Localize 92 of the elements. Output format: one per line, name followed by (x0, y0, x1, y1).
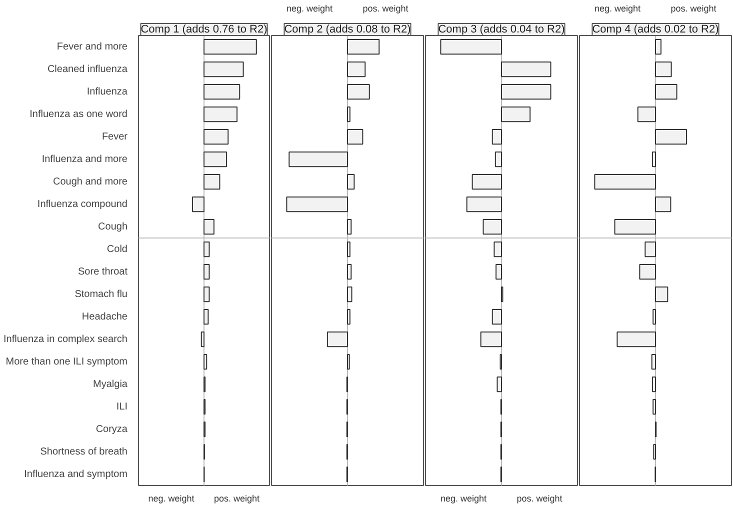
y-tick-label: Fever (102, 131, 128, 142)
bar (652, 151, 656, 168)
y-tick-label: Influenza and symptom (24, 468, 128, 480)
bar (204, 128, 229, 145)
y-tick-label: Fever and more (56, 41, 128, 52)
bar (480, 331, 502, 348)
y-tick-label: Stomach flu (74, 288, 128, 300)
bar (501, 106, 531, 122)
bar (494, 241, 502, 258)
chart-title: Comp 4 (adds 0.02 to R2) (592, 24, 719, 36)
bar (286, 196, 348, 212)
y-tick-label: Cough and more (53, 176, 128, 188)
bar (347, 106, 350, 122)
text: pos. weight (516, 494, 563, 504)
bar (200, 331, 204, 348)
bar (655, 128, 688, 145)
bar (616, 331, 656, 348)
y-tick-label: Headache (82, 311, 128, 322)
y-tick-label: More than one ILI symptom (6, 356, 128, 368)
bar (347, 264, 352, 280)
bar (204, 264, 210, 280)
y-tick-label: Influenza as one word (30, 108, 128, 120)
text: pos. weight (214, 494, 260, 504)
bar (204, 241, 210, 258)
y-tick-label: ILI (116, 401, 128, 412)
bar (347, 61, 366, 78)
bar (347, 84, 370, 100)
bar (347, 128, 364, 145)
bar (594, 174, 656, 190)
bar (496, 264, 502, 280)
bar (204, 174, 220, 190)
bar (655, 286, 668, 302)
bar (472, 174, 502, 190)
text: pos. weight (362, 4, 409, 14)
bar (204, 151, 228, 168)
bar (614, 218, 656, 235)
bar (204, 106, 238, 122)
bar (347, 241, 350, 258)
bar (204, 218, 214, 235)
text: neg. weight (594, 4, 642, 14)
bar (326, 331, 348, 348)
y-tick-label: Cough (98, 221, 128, 232)
y-tick-label: Influenza and more (42, 154, 128, 165)
bar (492, 128, 502, 145)
bar (637, 106, 656, 122)
bar (347, 308, 350, 325)
bar (204, 61, 244, 78)
text: neg. weight (440, 494, 488, 504)
y-tick-label: Cleaned influenza (47, 64, 128, 75)
y-tick-label: Coryza (96, 424, 128, 435)
chart-title: Comp 2 (adds 0.08 to R2) (284, 24, 411, 36)
bar (644, 241, 656, 258)
bar (466, 196, 502, 212)
bar (652, 398, 656, 415)
bar (347, 174, 355, 190)
bar (192, 196, 204, 212)
y-tick-label: Myalgia (93, 378, 128, 390)
y-tick-label: Shortness of breath (40, 446, 128, 458)
y-tick-label: Influenza in complex search (4, 334, 128, 345)
bar (655, 196, 672, 212)
bar (204, 38, 257, 55)
bar (496, 376, 502, 392)
y-tick-label: Influenza compound (37, 198, 128, 210)
bar (655, 61, 672, 78)
bar (204, 308, 209, 325)
bar (440, 38, 502, 55)
text: pos. weight (670, 4, 717, 14)
chart-title: Comp 1 (adds 0.76 to R2) (140, 24, 268, 36)
bar (204, 286, 210, 302)
y-tick-label: Influenza (86, 86, 128, 98)
bar (652, 376, 656, 392)
bar (492, 308, 502, 325)
bar (655, 84, 678, 100)
bar (639, 264, 656, 280)
y-tick-label: Cold (106, 244, 128, 255)
bar (288, 151, 348, 168)
bar (482, 218, 502, 235)
bar (494, 151, 502, 168)
bar (347, 38, 380, 55)
text: neg. weight (148, 494, 195, 504)
bar (347, 286, 352, 302)
bar (347, 218, 352, 235)
y-tick-label: Sore throat (78, 266, 128, 278)
bar (651, 354, 656, 370)
bar (204, 354, 208, 370)
text: neg. weight (286, 4, 334, 14)
bar (501, 61, 552, 78)
bar (652, 308, 656, 325)
chart-title: Comp 3 (adds 0.04 to R2) (438, 24, 565, 36)
bar (655, 38, 662, 55)
bar (204, 84, 240, 100)
bar (501, 84, 552, 100)
